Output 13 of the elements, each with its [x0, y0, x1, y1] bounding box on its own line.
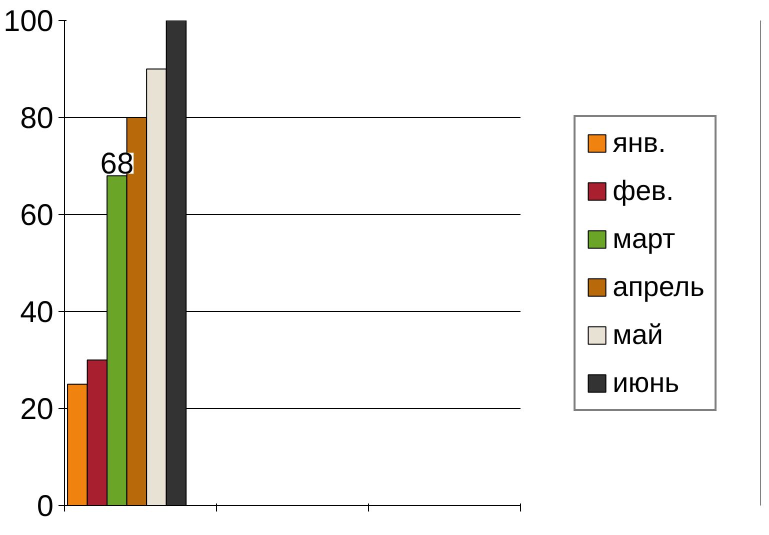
- legend-label: фев.: [612, 174, 674, 206]
- y-tick-label: 40: [20, 296, 54, 329]
- legend-label: март: [612, 222, 676, 254]
- y-tick-label: 80: [20, 102, 54, 135]
- legend-label: июнь: [612, 366, 680, 398]
- y-tick-label: 60: [20, 199, 54, 232]
- legend-label: янв.: [612, 126, 666, 158]
- data-label: 68: [100, 148, 134, 181]
- y-tick-label: 100: [3, 5, 54, 38]
- legend-label: апрель: [612, 270, 704, 302]
- y-tick-label: 0: [36, 490, 54, 523]
- legend-label: май: [612, 318, 664, 350]
- y-tick-label: 20: [20, 393, 54, 426]
